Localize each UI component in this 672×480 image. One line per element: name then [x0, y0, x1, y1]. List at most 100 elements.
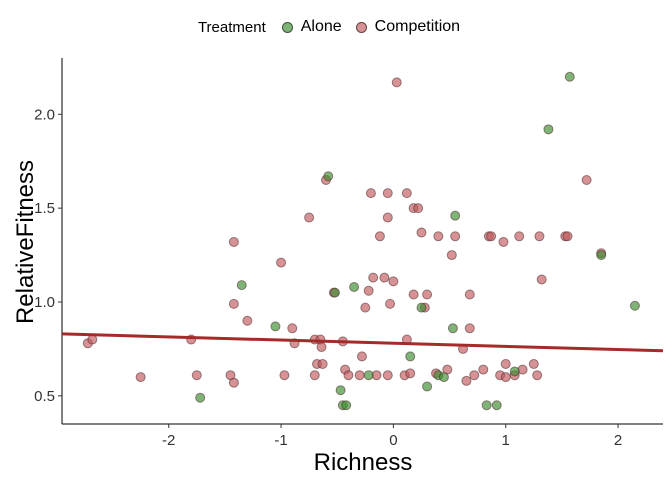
data-point-competition [382, 370, 393, 381]
x-axis-label: Richness [314, 449, 413, 476]
y-tick-label: 0.5 [34, 388, 55, 405]
data-point-alone [422, 381, 433, 392]
data-point-alone [491, 400, 502, 411]
legend-key-alone [281, 21, 293, 33]
data-point-alone [438, 372, 449, 383]
data-point-competition [514, 231, 525, 242]
legend-item-alone: Alone [281, 18, 342, 36]
data-point-competition [391, 77, 402, 88]
data-point-competition [87, 334, 98, 345]
data-point-competition [382, 212, 393, 223]
data-point-competition [469, 370, 480, 381]
x-tick-label: -2 [162, 432, 175, 449]
data-point-competition [379, 272, 390, 283]
legend-label-alone: Alone [300, 18, 342, 35]
data-point-alone [629, 300, 640, 311]
data-point-alone [416, 302, 427, 313]
data-point-competition [500, 358, 511, 369]
y-tick-label: 2.0 [34, 106, 55, 123]
data-point-competition [461, 375, 472, 386]
data-point-competition [356, 351, 367, 362]
data-point-competition [191, 370, 202, 381]
data-point-competition [478, 364, 489, 375]
data-point-alone [543, 124, 554, 135]
data-point-alone [405, 351, 416, 362]
axes: -2 -1 0 1 2 0.5 1.0 1.5 2.0 [34, 58, 663, 449]
data-point-competition [433, 231, 444, 242]
legend-item-competition: Competition [355, 18, 461, 36]
data-point-competition [354, 370, 365, 381]
data-point-competition [464, 289, 475, 300]
legend: Treatment Alone Competition [0, 14, 672, 40]
data-point-competition [450, 231, 461, 242]
data-point-competition [532, 370, 543, 381]
data-point-competition [228, 298, 239, 309]
data-point-competition [343, 370, 354, 381]
data-point-competition [413, 203, 424, 214]
data-point-alone [335, 385, 346, 396]
data-point-competition [287, 323, 298, 334]
data-point-competition [363, 285, 374, 296]
data-point-alone [329, 287, 340, 298]
data-point-competition [500, 372, 511, 383]
data-point-alone [363, 370, 374, 381]
legend-key-competition [355, 21, 367, 33]
data-point-competition [228, 377, 239, 388]
y-tick-label: 1.0 [34, 294, 55, 311]
data-point-competition [385, 298, 396, 309]
data-point-alone [270, 321, 281, 332]
data-point-alone [509, 366, 520, 377]
x-tick-label: -1 [274, 432, 287, 449]
data-point-competition [422, 289, 433, 300]
data-point-competition [279, 370, 290, 381]
data-point-alone [447, 323, 458, 334]
data-point-competition [382, 188, 393, 199]
data-point-competition [374, 231, 385, 242]
data-point-alone [349, 281, 360, 292]
data-point-competition [309, 370, 320, 381]
data-point-alone [323, 171, 334, 182]
data-point-alone [341, 400, 352, 411]
data-point-competition [388, 276, 399, 287]
y-axis-label: RelativeFitness [12, 160, 39, 324]
data-point-alone [564, 71, 575, 82]
trend-line [61, 332, 664, 353]
data-point-competition [581, 175, 592, 185]
data-point-alone [195, 392, 206, 403]
data-point-competition [446, 250, 457, 261]
trend-line-group [61, 332, 664, 353]
data-point-competition [360, 302, 371, 313]
data-point-alone [596, 250, 607, 261]
x-tick-label: 1 [502, 432, 510, 449]
data-point-competition [316, 342, 327, 353]
data-point-competition [401, 188, 412, 199]
data-points [82, 71, 640, 411]
data-point-competition [304, 212, 315, 223]
data-point-competition [242, 315, 253, 326]
legend-label-competition: Competition [374, 18, 461, 35]
data-point-competition [534, 231, 545, 242]
data-point-alone [481, 400, 492, 411]
data-point-competition [317, 358, 328, 369]
legend-title: Treatment [197, 18, 266, 36]
data-point-competition [408, 289, 419, 300]
data-point-competition [228, 236, 239, 247]
x-tick-label: 2 [614, 432, 622, 449]
data-point-competition [528, 358, 539, 369]
data-point-competition [365, 188, 376, 199]
data-point-competition [135, 372, 146, 383]
data-point-competition [276, 257, 287, 268]
x-tick-label: 0 [389, 432, 397, 449]
data-point-competition [405, 368, 416, 379]
data-point-alone [450, 210, 461, 221]
data-point-competition [416, 227, 427, 238]
data-point-competition [464, 323, 475, 334]
y-tick-label: 1.5 [34, 200, 55, 217]
data-point-competition [486, 231, 497, 242]
data-point-competition [562, 231, 573, 242]
data-point-alone [236, 280, 247, 291]
data-point-competition [368, 272, 379, 283]
data-point-competition [536, 274, 547, 285]
